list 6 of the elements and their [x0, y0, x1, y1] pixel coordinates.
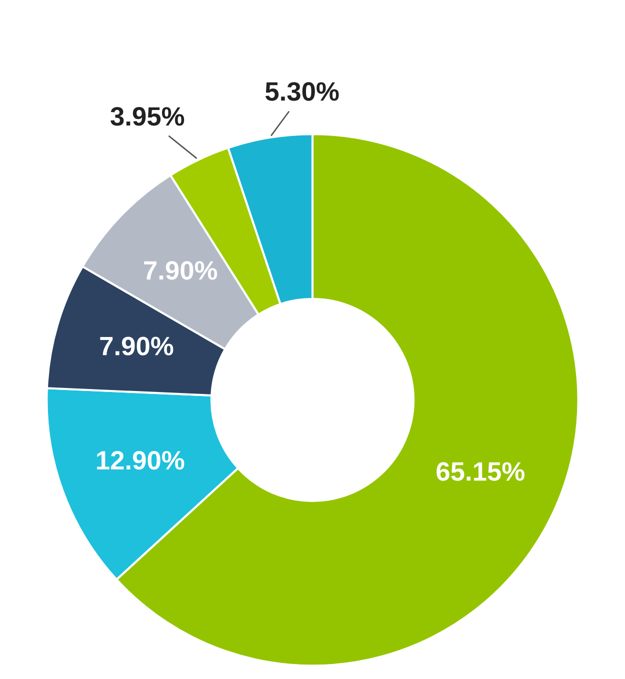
- data-label: 65.15%: [436, 462, 524, 481]
- data-label: 5.30%: [265, 82, 339, 101]
- data-label: 7.90%: [100, 336, 174, 356]
- data-label: 12.90%: [97, 450, 184, 470]
- data-label: 3.95%: [110, 107, 184, 126]
- data-label: 7.90%: [144, 261, 218, 280]
